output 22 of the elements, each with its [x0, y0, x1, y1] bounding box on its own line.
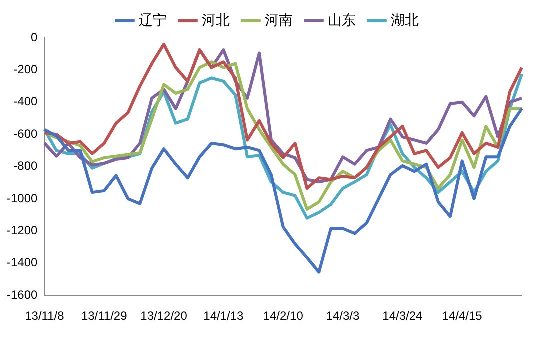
y-tick-label: -1400 — [6, 256, 38, 270]
x-tick-label: 13/11/29 — [81, 309, 128, 324]
x-tick-label: 14/3/3 — [326, 309, 360, 324]
y-tick-label: -400 — [14, 94, 38, 109]
legend-label: 河南 — [265, 12, 293, 28]
x-tick-label: 14/2/10 — [263, 309, 304, 324]
y-tick-label: -200 — [14, 62, 38, 77]
y-tick-label: -600 — [14, 126, 38, 141]
y-tick-label: 0 — [31, 30, 38, 44]
x-tick-label: 14/1/13 — [204, 309, 244, 324]
y-tick-label: -1200 — [6, 224, 38, 238]
x-tick-label: 14/3/24 — [382, 309, 424, 324]
legend-label: 辽宁 — [139, 12, 167, 28]
x-tick-label: 13/11/8 — [25, 309, 65, 324]
x-tick-label: 14/4/15 — [442, 309, 483, 324]
legend-label: 山东 — [328, 12, 356, 28]
y-tick-label: -1000 — [6, 191, 38, 206]
legend-label: 湖北 — [391, 12, 419, 28]
y-tick-label: -1600 — [6, 288, 38, 302]
legend-label: 河北 — [202, 12, 230, 28]
x-tick-label: 13/12/20 — [140, 309, 188, 324]
y-tick-label: -800 — [14, 159, 38, 174]
